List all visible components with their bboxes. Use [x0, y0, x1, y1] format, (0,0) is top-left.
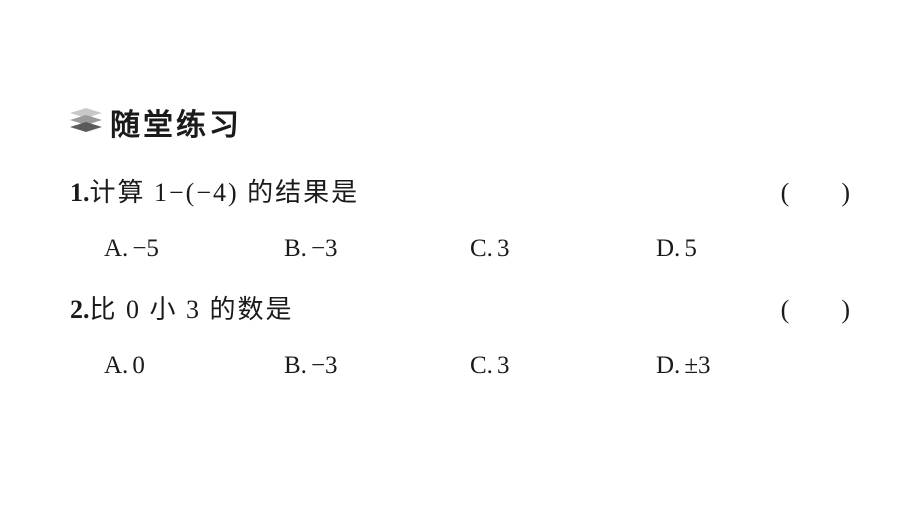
option-a: A. −5: [104, 235, 284, 263]
option-value: −5: [132, 235, 159, 263]
option-value: −3: [311, 352, 338, 380]
option-d: D. ±3: [656, 352, 711, 380]
question-text-part: 小: [141, 295, 186, 324]
answer-blank: ( ): [781, 178, 850, 208]
question-number: 2.: [70, 295, 90, 325]
option-c: C. 3: [470, 352, 656, 380]
option-b: B. −3: [284, 352, 470, 380]
question-row: 2. 比 0 小 3 的数是 ( ): [70, 289, 850, 326]
option-label: A.: [104, 352, 128, 380]
paren-right: ): [841, 178, 850, 208]
option-label: C.: [470, 235, 493, 263]
option-d: D. 5: [656, 235, 697, 263]
option-value: 3: [497, 352, 510, 380]
answer-blank: ( ): [781, 295, 850, 325]
question-text: 比 0 小 3 的数是: [90, 289, 781, 326]
section-title: 随堂练习: [110, 100, 242, 144]
stack-icon: [70, 108, 102, 136]
option-value: 5: [684, 235, 697, 263]
question-math: 0: [126, 295, 141, 324]
question-text: 计算 1−(−4) 的结果是: [90, 172, 781, 209]
question-text-part: 计算: [90, 178, 155, 207]
question-math: 3: [186, 295, 201, 324]
paren-left: (: [781, 178, 790, 208]
section-header: 随堂练习: [70, 100, 850, 144]
option-c: C. 3: [470, 235, 656, 263]
option-value: −3: [311, 235, 338, 263]
paren-gap: [789, 178, 841, 208]
option-value: 0: [132, 352, 145, 380]
options-row: A. 0 B. −3 C. 3 D. ±3: [70, 352, 850, 380]
option-label: B.: [284, 352, 307, 380]
question-row: 1. 计算 1−(−4) 的结果是 ( ): [70, 172, 850, 209]
paren-left: (: [781, 295, 790, 325]
paren-gap: [789, 295, 841, 325]
question-number: 1.: [70, 178, 90, 208]
option-a: A. 0: [104, 352, 284, 380]
option-label: D.: [656, 352, 680, 380]
question-math: 1−(−4): [154, 178, 239, 207]
option-label: A.: [104, 235, 128, 263]
paren-right: ): [841, 295, 850, 325]
option-value: 3: [497, 235, 510, 263]
question-text-part: 的结果是: [239, 178, 360, 207]
option-b: B. −3: [284, 235, 470, 263]
option-label: D.: [656, 235, 680, 263]
option-label: C.: [470, 352, 493, 380]
question-text-part: 比: [90, 295, 127, 324]
question-text-part: 的数是: [201, 295, 294, 324]
option-value: ±3: [684, 352, 710, 380]
option-label: B.: [284, 235, 307, 263]
options-row: A. −5 B. −3 C. 3 D. 5: [70, 235, 850, 263]
